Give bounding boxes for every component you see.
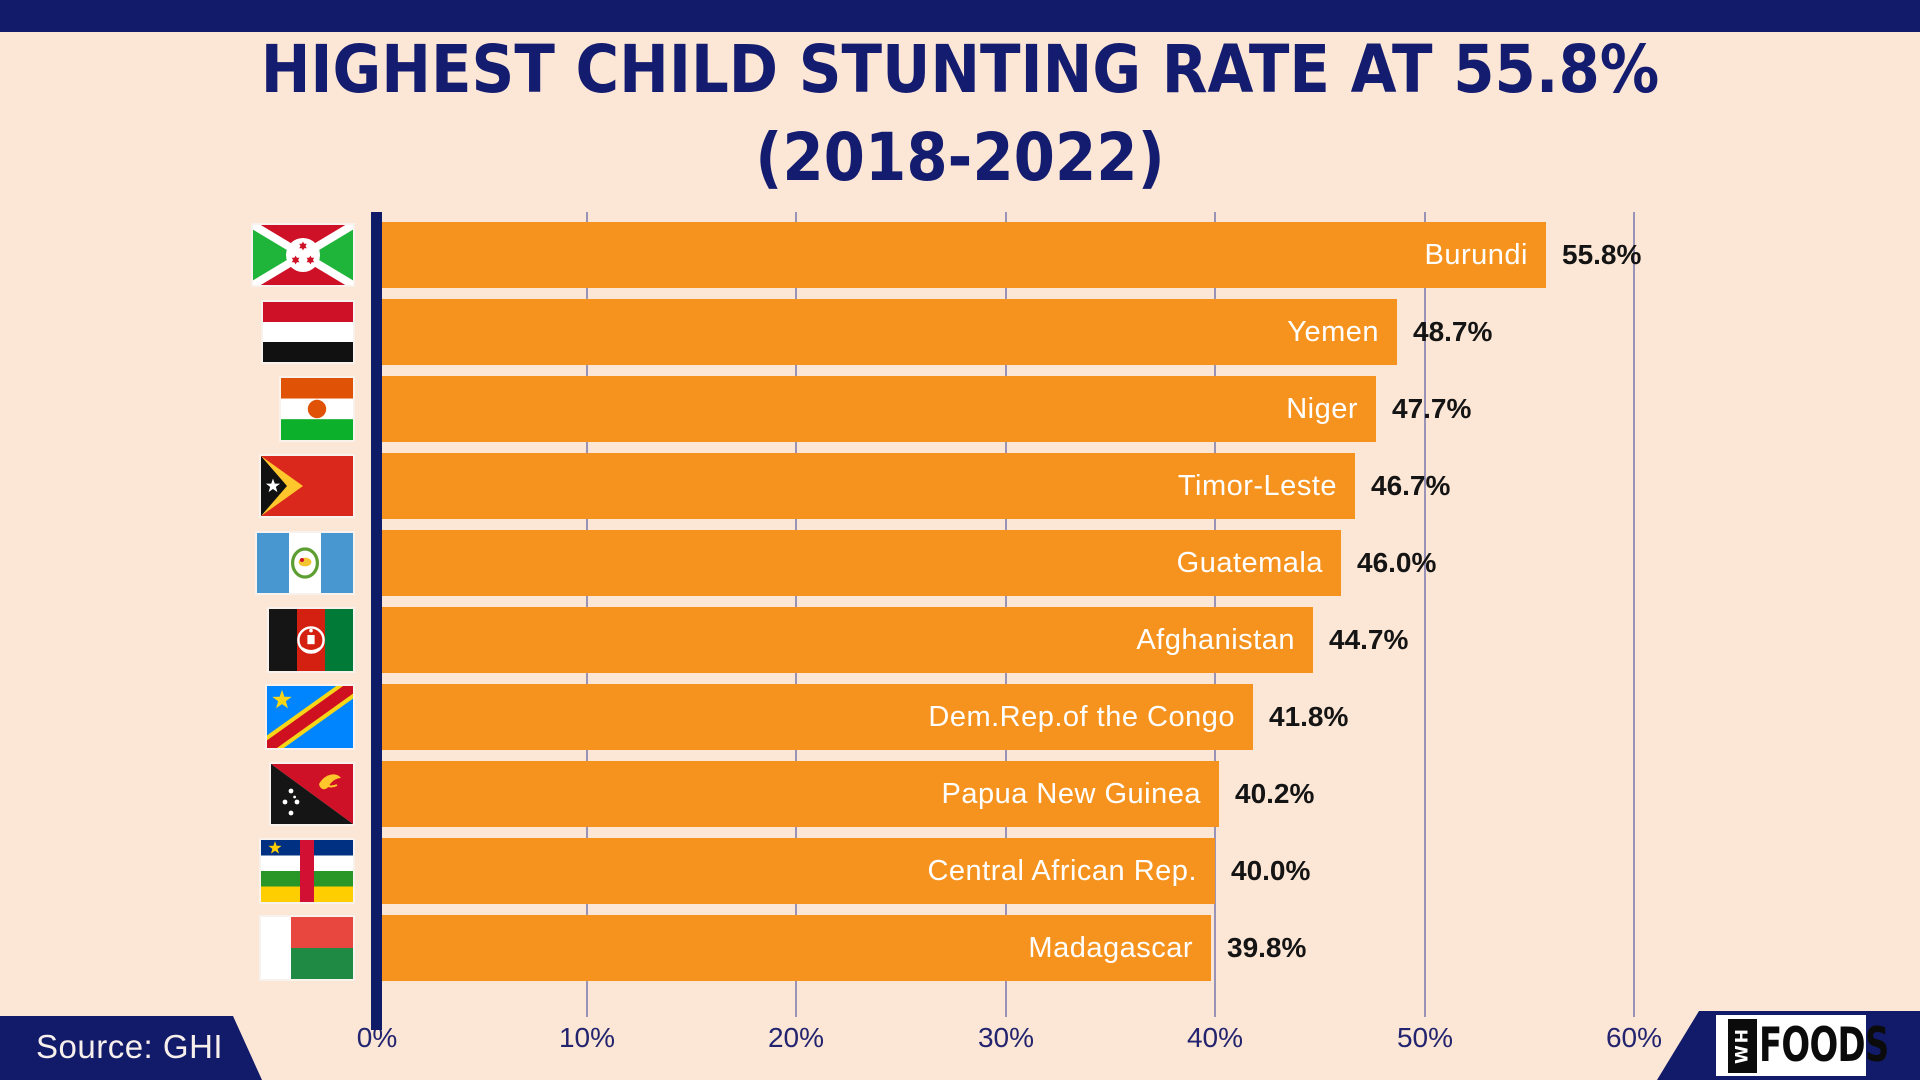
logo-foods-text: FOODS (1759, 1018, 1889, 1073)
afghanistan-flag-icon (251, 607, 355, 673)
bar-value-label: 41.8% (1269, 701, 1349, 732)
guatemala-flag-icon (251, 530, 355, 596)
bar-row-dr-congo: Dem.Rep.of the Congo 41.8% (265, 684, 1349, 750)
wh-foods-logo: WH FOODS (1716, 1015, 1889, 1076)
papua-new-guinea-flag-icon (251, 761, 355, 827)
bar-country-label: Niger (1286, 392, 1358, 425)
bar-country-label: Central African Rep. (927, 854, 1197, 887)
bar-row-timor-leste: Timor-Leste 46.7% (259, 453, 1451, 519)
bar-country-label: Timor-Leste (1177, 469, 1337, 502)
bar-papua-new-guinea: Papua New Guinea (377, 761, 1219, 827)
bar-row-niger: Niger 47.7% (279, 376, 1472, 442)
bar-country-label: Burundi (1424, 238, 1528, 271)
bar-row-yemen: Yemen 48.7% (261, 299, 1493, 365)
y-axis-line (371, 212, 382, 1030)
bar-value-label: 40.2% (1235, 778, 1315, 809)
bar-country-label: Madagascar (1028, 931, 1193, 964)
bar-value-label: 44.7% (1329, 624, 1409, 655)
bar-afghanistan: Afghanistan (377, 607, 1313, 673)
bar-dr-congo: Dem.Rep.of the Congo (377, 684, 1253, 750)
x-tick-20: 20% (767, 1022, 825, 1053)
dr-congo-flag-icon (251, 684, 355, 750)
bar-value-label: 40.0% (1231, 855, 1311, 886)
bar-value-label: 55.8% (1562, 239, 1642, 270)
x-tick-10: 10% (558, 1022, 616, 1053)
burundi-flag-icon (251, 222, 355, 288)
source-banner: Source: GHI (0, 1016, 262, 1080)
top-accent-bar (0, 0, 1920, 32)
bar-country-label: Dem.Rep.of the Congo (928, 700, 1235, 733)
bar-value-label: 47.7% (1392, 393, 1472, 424)
bar-country-label: Guatemala (1176, 546, 1323, 579)
bar-value-label: 39.8% (1227, 932, 1307, 963)
bar-value-label: 46.7% (1371, 470, 1451, 501)
bar-niger: Niger (377, 376, 1376, 442)
bar-row-papua-new-guinea: Papua New Guinea 40.2% (269, 761, 1315, 827)
central-african-republic-flag-icon (251, 838, 355, 904)
timor-leste-flag-icon (251, 453, 355, 519)
bar-burundi: Burundi (377, 222, 1546, 288)
bar-row-afghanistan: Afghanistan 44.7% (267, 607, 1409, 673)
x-tick-30: 30% (977, 1022, 1035, 1053)
bar-row-madagascar: Madagascar 39.8% (259, 915, 1307, 981)
bar-row-central-african-republic: Central African Rep. 40.0% (259, 838, 1311, 904)
logo-banner: WH FOODS (1657, 1011, 1920, 1080)
page-title: HIGHEST CHILD STUNTING RATE AT 55.8% (20… (0, 26, 1920, 202)
niger-flag-icon (251, 376, 355, 442)
bar-central-african-republic: Central African Rep. (377, 838, 1215, 904)
title-line-2: (2018-2022) (755, 119, 1165, 196)
bar-madagascar: Madagascar (377, 915, 1211, 981)
bar-guatemala: Guatemala (377, 530, 1341, 596)
bar-row-guatemala: Guatemala 46.0% (255, 530, 1437, 596)
logo-wh-mark: WH (1728, 1018, 1757, 1073)
yemen-flag-icon (251, 299, 355, 365)
x-tick-40: 40% (1186, 1022, 1244, 1053)
bar-country-label: Papua New Guinea (941, 777, 1201, 810)
bar-country-label: Afghanistan (1136, 623, 1295, 656)
x-tick-60: 60% (1605, 1022, 1663, 1053)
title-line-1: HIGHEST CHILD STUNTING RATE AT 55.8% (260, 31, 1660, 108)
madagascar-flag-icon (251, 915, 355, 981)
gridline-50pct (1424, 212, 1426, 1017)
bar-timor-leste: Timor-Leste (377, 453, 1355, 519)
bar-yemen: Yemen (377, 299, 1397, 365)
bar-row-burundi: Burundi 55.8% (251, 222, 1642, 288)
bar-country-label: Yemen (1287, 315, 1379, 348)
bar-value-label: 46.0% (1357, 547, 1437, 578)
source-label: Source: GHI (36, 1028, 224, 1065)
x-tick-50: 50% (1396, 1022, 1454, 1053)
bar-value-label: 48.7% (1413, 316, 1493, 347)
gridline-60pct (1633, 212, 1635, 1017)
